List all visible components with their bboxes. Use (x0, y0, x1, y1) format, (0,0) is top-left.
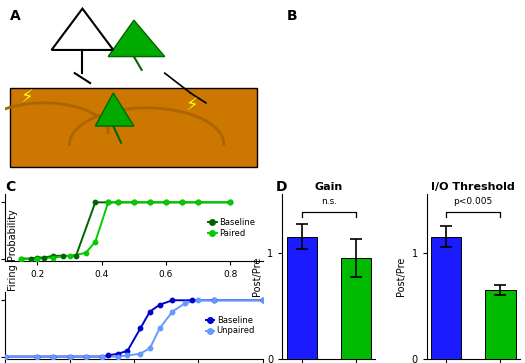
Point (33, 256, 41, 261)
Point (33, 354, 41, 359)
Point (226, 199, 235, 205)
Bar (287, 237, 317, 359)
Point (130, 199, 138, 205)
Point (155, 302, 164, 308)
Title: Gain: Gain (314, 182, 343, 192)
Text: B: B (287, 9, 298, 23)
Point (40, 254, 48, 260)
Point (113, 199, 122, 205)
Point (258, 297, 267, 303)
Point (113, 351, 122, 356)
Polygon shape (108, 20, 165, 57)
Point (226, 199, 235, 205)
Point (91, 199, 100, 205)
Point (65, 253, 74, 259)
Point (27, 256, 35, 261)
Point (65, 354, 74, 359)
Text: ⚡: ⚡ (185, 97, 198, 115)
Point (17, 256, 26, 261)
Point (104, 199, 112, 205)
Point (130, 199, 138, 205)
Polygon shape (96, 93, 134, 126)
Point (72, 253, 80, 259)
Point (1, 354, 9, 359)
Point (104, 199, 112, 205)
Point (194, 297, 203, 303)
Point (81, 354, 90, 359)
Point (49, 354, 58, 359)
Point (210, 297, 218, 303)
Point (65, 354, 74, 359)
Point (49, 254, 58, 260)
Point (146, 199, 154, 205)
Point (178, 199, 186, 205)
Point (136, 351, 144, 356)
Point (210, 297, 218, 303)
Bar (486, 290, 516, 359)
Text: A: A (10, 9, 21, 23)
FancyBboxPatch shape (10, 88, 257, 167)
Y-axis label: Post/Pre: Post/Pre (251, 257, 261, 296)
Legend: Baseline, Unpaired: Baseline, Unpaired (203, 313, 258, 339)
Point (81, 250, 90, 256)
Text: Firing Probability: Firing Probability (8, 209, 18, 291)
Point (98, 354, 106, 359)
Legend: Baseline, Paired: Baseline, Paired (205, 215, 258, 241)
Point (49, 354, 58, 359)
Point (91, 239, 100, 245)
Point (1, 354, 9, 359)
Bar (431, 237, 461, 359)
Point (194, 199, 202, 205)
Point (123, 348, 132, 354)
Y-axis label: Post/Pre: Post/Pre (396, 257, 406, 296)
Point (169, 309, 177, 314)
Bar (341, 258, 371, 359)
Point (136, 326, 144, 331)
Title: I/O Threshold: I/O Threshold (432, 182, 515, 192)
Point (59, 253, 67, 259)
Point (178, 199, 186, 205)
Point (17, 256, 26, 261)
Point (146, 309, 154, 314)
Text: n.s.: n.s. (321, 197, 337, 206)
Point (81, 354, 90, 359)
Point (113, 199, 122, 205)
Point (49, 253, 58, 259)
Point (162, 199, 170, 205)
Point (33, 354, 41, 359)
Text: D: D (276, 180, 287, 194)
Point (194, 199, 202, 205)
Point (146, 345, 154, 351)
Point (181, 300, 190, 306)
Point (146, 199, 154, 205)
Point (169, 297, 177, 303)
Point (104, 352, 112, 358)
Point (33, 254, 41, 260)
Point (162, 199, 170, 205)
Text: p<0.005: p<0.005 (454, 197, 493, 206)
Point (123, 352, 132, 358)
Point (113, 354, 122, 359)
Text: C: C (5, 180, 16, 194)
Point (155, 326, 164, 331)
Point (98, 354, 106, 359)
Text: ⚡: ⚡ (20, 89, 33, 107)
Point (258, 297, 267, 303)
Point (187, 297, 196, 303)
